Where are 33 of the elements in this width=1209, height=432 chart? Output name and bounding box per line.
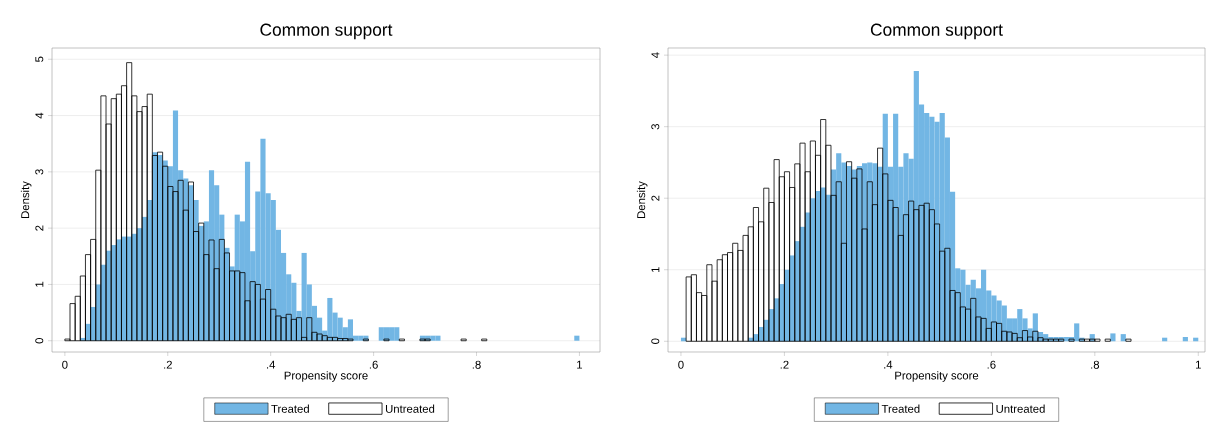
x-axis-title: Propensity score	[895, 371, 979, 382]
x-tick-label: 1	[1196, 360, 1201, 369]
x-tick-label: .2	[780, 360, 789, 369]
y-tick-label: 4	[35, 112, 44, 119]
x-tick-label: .4	[884, 360, 893, 369]
y-tick-label: 1	[651, 267, 660, 273]
legend-label: Untreated	[996, 404, 1045, 413]
x-tick-label: .6	[987, 360, 996, 369]
chart-title: Common support	[870, 23, 1003, 40]
legend-label: Treated	[881, 404, 920, 413]
chart-title: Common support	[260, 23, 393, 40]
x-tick-label: .2	[164, 360, 172, 369]
x-tick-label: 0	[62, 360, 68, 369]
y-tick-label: 2	[35, 225, 44, 231]
x-tick-label: .4	[266, 360, 276, 369]
y-tick-label: 0	[35, 338, 44, 344]
y-tick-label: 5	[35, 56, 44, 62]
x-tick-label: 1	[577, 360, 583, 369]
y-tick-label: 3	[651, 124, 660, 130]
y-tick-label: 4	[651, 52, 660, 59]
y-tick-label: 2	[651, 195, 660, 201]
y-axis-title: Density	[20, 181, 32, 218]
x-tick-label: .8	[1091, 360, 1100, 369]
y-tick-label: 3	[35, 169, 44, 175]
y-axis-title: Density	[636, 181, 648, 218]
x-tick-label: .8	[472, 360, 481, 369]
legend-label: Treated	[271, 404, 309, 413]
x-tick-label: .6	[369, 360, 378, 369]
y-tick-label: 0	[651, 338, 660, 344]
y-tick-label: 1	[35, 281, 44, 287]
legend-label: Untreated	[385, 404, 435, 413]
x-tick-label: 0	[678, 360, 684, 369]
x-axis-title: Propensity score	[284, 371, 368, 382]
